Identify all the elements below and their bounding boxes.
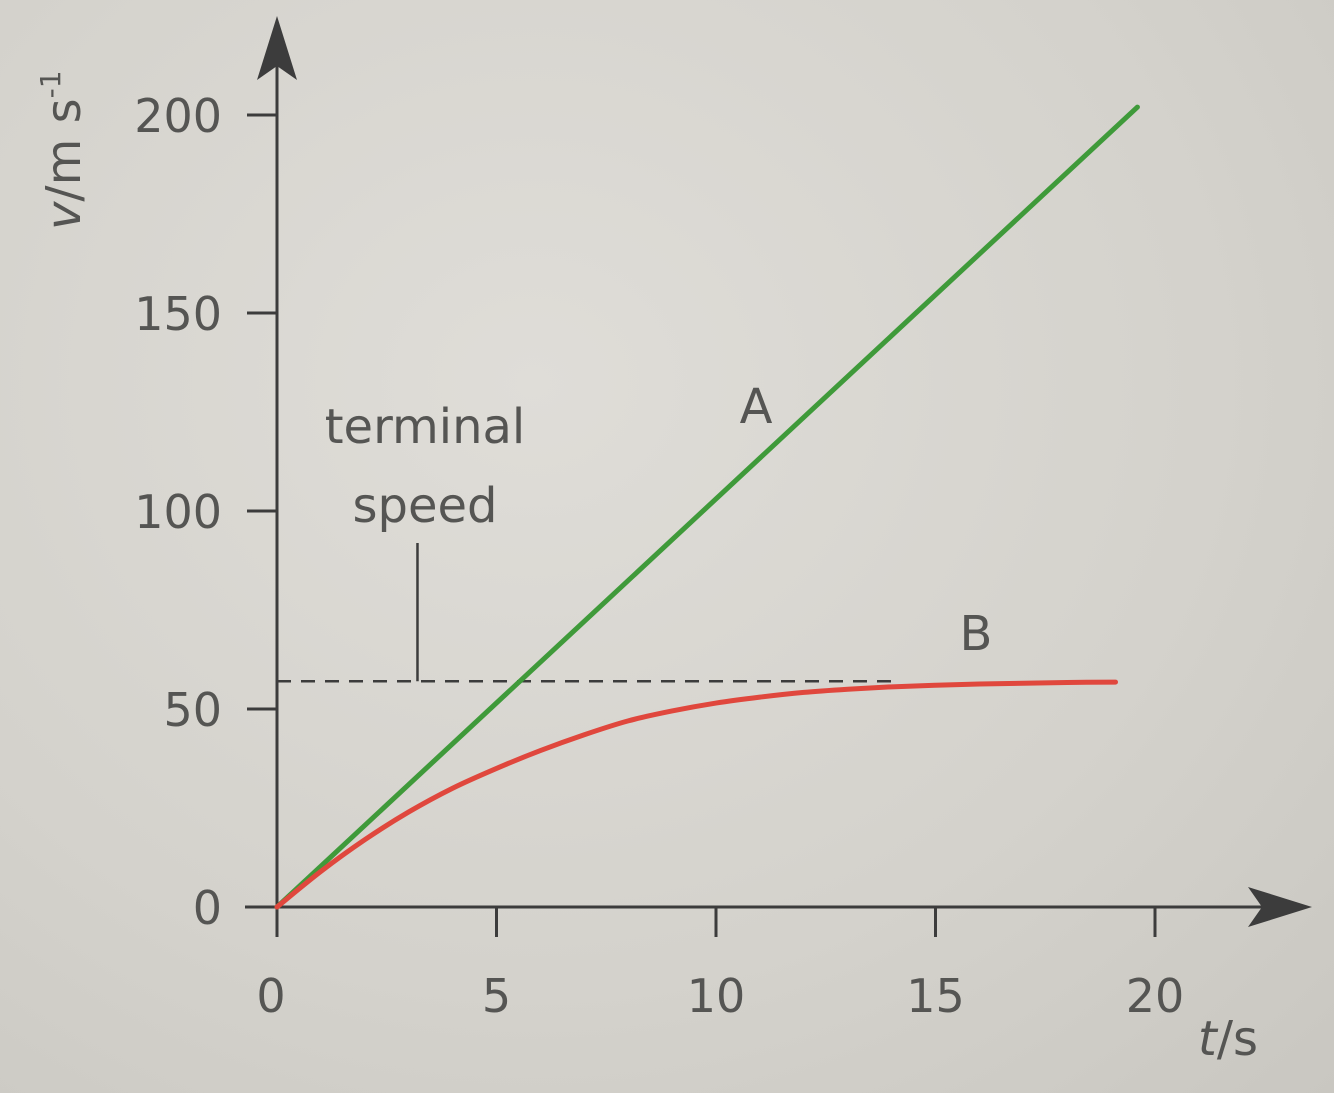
y-tick-label: 200 (134, 89, 222, 143)
y-axis-unit: /m s (36, 98, 92, 201)
x-axis-symbol: t (1198, 1011, 1219, 1067)
series-b-label: B (960, 606, 993, 662)
y-ticks: 0 50 100 150 200 (134, 89, 277, 935)
axes (245, 16, 1312, 935)
series-layer (274, 104, 1140, 910)
y-tick-label: 100 (134, 485, 222, 539)
y-axis-arrowhead (257, 16, 297, 80)
series-line-a (274, 104, 1140, 910)
x-tick-label: 15 (906, 969, 965, 1023)
x-axis-title: t/s (1198, 1011, 1258, 1067)
y-axis-title: v/m s-1 (34, 70, 92, 230)
y-axis-unit-superscript: -1 (34, 70, 67, 98)
series-a-label: A (740, 379, 773, 435)
x-tick-label: 20 (1126, 969, 1185, 1023)
y-tick-label: 50 (163, 683, 222, 737)
y-axis-symbol: v (36, 201, 92, 230)
y-tick-label: 0 (193, 881, 222, 935)
y-tick-label: 150 (134, 287, 222, 341)
terminal-speed-annotation: terminal speed (277, 399, 901, 683)
series-line-b (274, 679, 1118, 910)
x-tick-label: 10 (687, 969, 746, 1023)
x-tick-label: 0 (256, 969, 285, 1023)
terminal-speed-label-line2: speed (352, 478, 497, 534)
x-ticks: 0 5 10 15 20 (256, 907, 1184, 1023)
x-axis-arrowhead (1248, 887, 1312, 927)
terminal-speed-label-line1: terminal (325, 399, 526, 455)
x-tick-label: 5 (482, 969, 511, 1023)
x-axis-unit: /s (1217, 1011, 1258, 1067)
